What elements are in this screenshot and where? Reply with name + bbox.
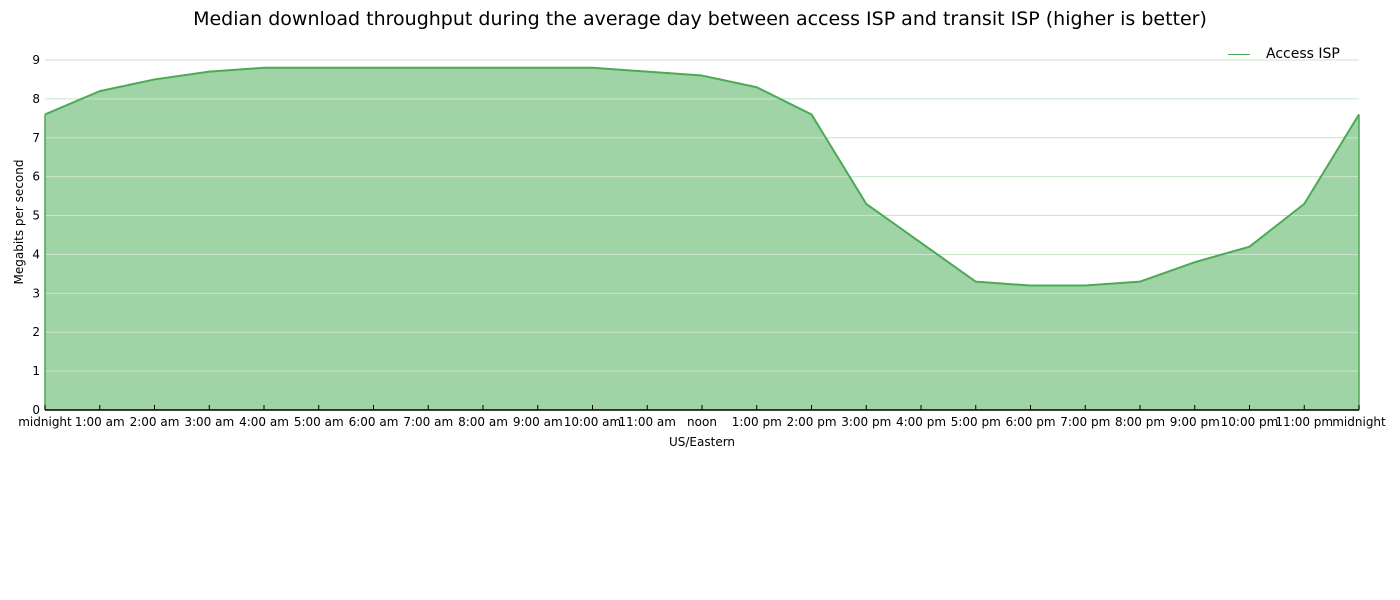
data-point-12: [701, 75, 703, 77]
x-tick-label-9: 9:00 am: [513, 415, 563, 429]
x-tick-label-24: midnight: [1332, 415, 1386, 429]
x-tick-label-21: 9:00 pm: [1170, 415, 1220, 429]
y-tick-label-7: 7: [32, 131, 40, 145]
data-point-21: [1194, 261, 1196, 263]
y-tick-label-5: 5: [32, 209, 40, 223]
x-tick-label-2: 2:00 am: [130, 415, 180, 429]
data-point-1: [99, 90, 101, 92]
data-point-7: [427, 67, 429, 69]
x-tick-label-7: 7:00 am: [403, 415, 453, 429]
y-tick-label-1: 1: [32, 364, 40, 378]
x-tick-label-23: 11:00 pm: [1275, 415, 1333, 429]
data-point-18: [1030, 285, 1032, 287]
legend-label-access-isp: Access ISP: [1266, 46, 1340, 62]
data-point-6: [373, 67, 375, 69]
x-tick-label-3: 3:00 am: [184, 415, 234, 429]
data-point-14: [811, 113, 813, 115]
y-tick-label-6: 6: [32, 170, 40, 184]
x-tick-label-14: 2:00 pm: [786, 415, 836, 429]
x-tick-label-1: 1:00 am: [75, 415, 125, 429]
x-tick-label-18: 6:00 pm: [1005, 415, 1055, 429]
data-point-15: [865, 203, 867, 205]
data-point-19: [1084, 285, 1086, 287]
data-point-24: [1358, 113, 1360, 115]
data-point-20: [1139, 281, 1141, 283]
series-area-access-isp: [45, 67, 1359, 411]
y-tick-label-9: 9: [32, 53, 40, 67]
data-point-13: [756, 86, 758, 88]
chart-title: Median download throughput during the av…: [193, 8, 1207, 30]
x-tick-label-4: 4:00 am: [239, 415, 289, 429]
series-line-access-isp: [44, 66, 1360, 287]
x-tick-label-8: 8:00 am: [458, 415, 508, 429]
x-tick-label-11: 11:00 am: [619, 415, 676, 429]
x-tick-label-22: 10:00 pm: [1221, 415, 1279, 429]
data-point-11: [646, 71, 648, 73]
x-tick-label-6: 6:00 am: [349, 415, 399, 429]
x-tick-label-19: 7:00 pm: [1060, 415, 1110, 429]
data-point-10: [592, 67, 594, 69]
x-tick-label-10: 10:00 am: [564, 415, 621, 429]
x-tick-label-0: midnight: [18, 415, 72, 429]
y-tick-label-4: 4: [32, 247, 40, 261]
data-point-0: [44, 113, 46, 115]
data-point-9: [537, 67, 539, 69]
data-point-16: [920, 242, 922, 244]
x-tick-label-15: 3:00 pm: [841, 415, 891, 429]
x-tick-label-13: 1:00 pm: [732, 415, 782, 429]
data-point-8: [482, 67, 484, 69]
data-point-22: [1249, 246, 1251, 248]
legend: Access ISP: [1228, 46, 1340, 62]
x-tick-label-20: 8:00 pm: [1115, 415, 1165, 429]
y-tick-label-0: 0: [32, 403, 40, 417]
legend-swatch-access-isp: [1228, 53, 1250, 55]
data-point-4: [263, 67, 265, 69]
data-point-3: [208, 71, 210, 73]
data-point-23: [1303, 203, 1305, 205]
x-axis-label: US/Eastern: [668, 435, 736, 449]
data-point-17: [975, 281, 977, 283]
y-tick-label-8: 8: [32, 92, 40, 106]
y-tick-label-2: 2: [32, 325, 40, 339]
x-tick-label-17: 5:00 pm: [951, 415, 1001, 429]
data-point-5: [318, 67, 320, 69]
x-tick-label-16: 4:00 pm: [896, 415, 946, 429]
data-point-2: [154, 78, 156, 80]
x-tick-label-12: noon: [687, 415, 717, 429]
y-tick-label-3: 3: [32, 286, 40, 300]
x-tick-label-5: 5:00 am: [294, 415, 344, 429]
